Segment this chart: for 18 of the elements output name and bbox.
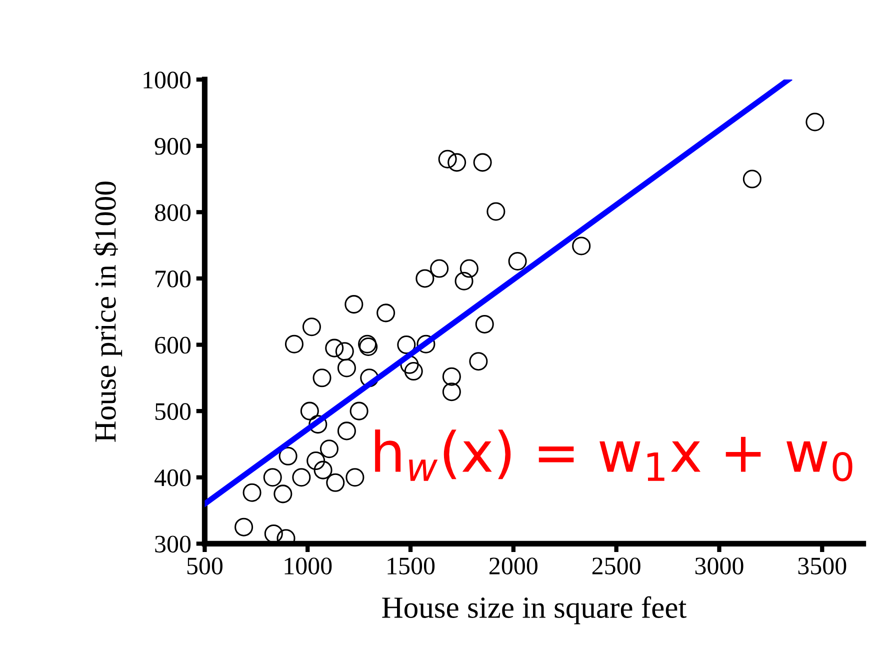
- y-axis-title: House price in $1000: [93, 182, 122, 442]
- x-axis-title: House size in square feet: [382, 596, 687, 624]
- y-tick-label: 1000: [144, 72, 191, 88]
- annotation: h$_{w}$(x) = w$_{1}$x + w$_{0}$: [375, 430, 852, 482]
- x-tick-label: 2000: [490, 558, 538, 574]
- x-tick-label: 1500: [388, 558, 435, 574]
- x-tick-label: 500: [187, 558, 222, 574]
- x-tick-label: 3500: [798, 558, 846, 574]
- y-tick-label: 300: [155, 536, 191, 553]
- x-tick-label: 3000: [695, 558, 744, 574]
- y-tick-label: 400: [154, 469, 191, 486]
- y-tick-label: 900: [154, 138, 191, 155]
- y-tick-label: 600: [155, 336, 191, 354]
- y-tick-label: 700: [156, 270, 191, 288]
- y-tick-label: 500: [155, 403, 191, 420]
- x-tick-label: 2500: [592, 558, 640, 574]
- x-tick-label: 1000: [284, 558, 332, 574]
- y-tick-label: 800: [154, 204, 191, 222]
